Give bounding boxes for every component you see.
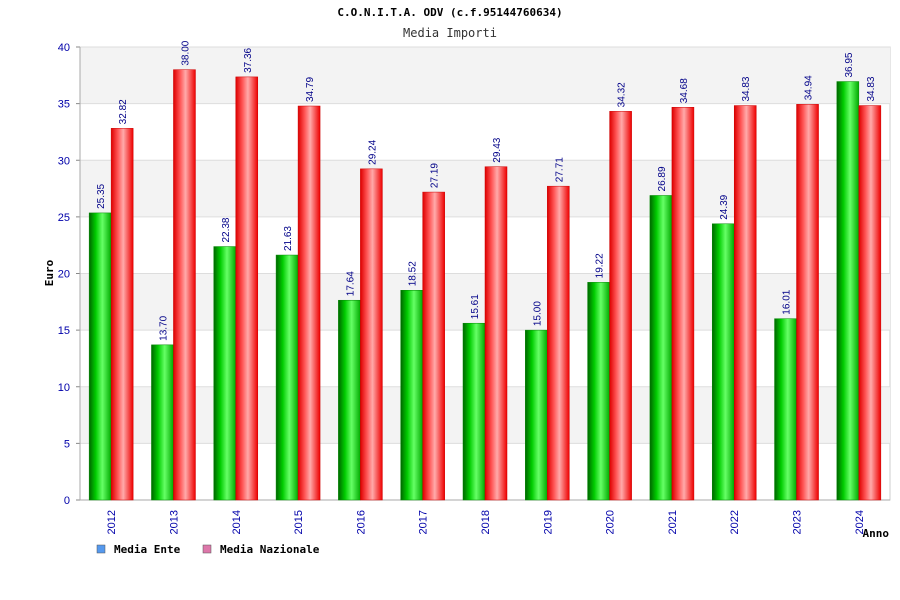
- data-label-media-ente-2019: 15.00: [532, 301, 543, 326]
- bar-media-nazionale-2022: [733, 105, 757, 501]
- x-axis-label: Anno: [863, 527, 890, 540]
- data-label-media-nazionale-2021: 34.68: [679, 78, 690, 103]
- x-tick-label-2016: 2016: [355, 510, 367, 534]
- bar-media-nazionale-2024: [858, 105, 882, 501]
- data-label-media-nazionale-2018: 29.43: [492, 137, 503, 162]
- data-label-media-ente-2014: 22.38: [221, 217, 232, 242]
- data-label-media-ente-2023: 16.01: [782, 289, 793, 314]
- data-label-media-nazionale-2019: 27.71: [554, 157, 565, 182]
- data-label-media-nazionale-2017: 27.19: [430, 163, 441, 188]
- data-label-media-ente-2016: 17.64: [345, 271, 356, 296]
- x-tick-label-2017: 2017: [418, 510, 430, 534]
- x-tick-label-2013: 2013: [168, 510, 180, 534]
- y-tick-label: 25: [58, 212, 70, 224]
- data-label-media-ente-2012: 25.35: [96, 183, 107, 208]
- data-label-media-ente-2021: 26.89: [657, 166, 668, 191]
- bar-media-nazionale-2021: [671, 106, 695, 501]
- data-label-media-ente-2018: 15.61: [470, 294, 481, 319]
- y-tick-label: 0: [64, 495, 70, 507]
- data-labels: 25.35 32.82 13.70 38.00 22.38 37.36 21.63 34.79…: [96, 40, 877, 341]
- data-label-media-ente-2022: 24.39: [719, 194, 730, 219]
- y-tick-label: 35: [58, 99, 70, 111]
- x-tick-label-2014: 2014: [231, 510, 243, 534]
- bar-media-nazionale-2018: [484, 166, 508, 501]
- bar-media-ente-2013: [151, 344, 174, 501]
- data-label-media-ente-2024: 36.95: [844, 52, 855, 77]
- data-label-media-nazionale-2020: 34.32: [617, 82, 628, 107]
- legend-swatch-media-nazionale: [202, 544, 212, 554]
- bar-media-nazionale-2019: [547, 185, 570, 501]
- data-label-media-nazionale-2013: 38.00: [180, 40, 191, 65]
- x-tick-label-2015: 2015: [293, 510, 305, 534]
- bar-media-ente-2021: [649, 195, 673, 501]
- x-tick-label-2018: 2018: [480, 510, 492, 534]
- chart-title: C.O.N.I.T.A. ODV (c.f.95144760634): [337, 6, 562, 19]
- data-label-media-nazionale-2014: 37.36: [243, 47, 254, 72]
- legend-swatch-media-ente: [96, 544, 106, 554]
- bar-media-nazionale-2015: [297, 105, 321, 501]
- y-tick-label: 30: [58, 155, 70, 167]
- bar-media-nazionale-2023: [796, 104, 819, 501]
- bar-media-nazionale-2012: [110, 128, 134, 501]
- data-label-media-ente-2017: 18.52: [408, 261, 419, 286]
- data-label-media-nazionale-2023: 34.94: [804, 75, 815, 100]
- bar-media-ente-2024: [836, 81, 860, 501]
- data-label-media-ente-2015: 21.63: [283, 226, 294, 251]
- y-tick-label: 20: [58, 269, 70, 281]
- bar-media-ente-2017: [400, 290, 423, 501]
- bar-media-ente-2015: [275, 254, 299, 501]
- y-tick-label: 5: [64, 438, 70, 450]
- bar-media-ente-2023: [774, 318, 797, 501]
- bar-media-ente-2020: [587, 282, 610, 501]
- x-axis-ticks: 2012 2013 2014 2015 2016 2017 2018 2019 2020 2021…: [106, 510, 866, 534]
- x-tick-label-2024: 2024: [854, 510, 866, 534]
- data-label-media-ente-2020: 19.22: [595, 253, 606, 278]
- y-tick-label: 40: [58, 42, 70, 54]
- data-label-media-nazionale-2022: 34.83: [741, 76, 752, 101]
- bars: [88, 69, 882, 501]
- y-tick-label: 15: [58, 325, 70, 337]
- legend-label-media-nazionale: Media Nazionale: [220, 543, 320, 556]
- bar-media-nazionale-2020: [609, 111, 632, 501]
- data-label-media-nazionale-2024: 34.83: [866, 76, 877, 101]
- x-tick-label-2012: 2012: [106, 510, 118, 534]
- bar-media-ente-2022: [711, 223, 735, 501]
- data-label-media-nazionale-2016: 29.24: [367, 139, 378, 164]
- bar-media-nazionale-2014: [235, 76, 259, 501]
- bar-media-ente-2018: [462, 322, 486, 501]
- data-label-media-ente-2013: 13.70: [158, 315, 169, 340]
- x-tick-label-2020: 2020: [605, 510, 617, 534]
- bar-media-nazionale-2016: [360, 168, 383, 501]
- legend-label-media-ente: Media Ente: [114, 543, 181, 556]
- y-axis-label: Euro: [43, 259, 56, 286]
- bar-media-nazionale-2013: [173, 69, 196, 501]
- plot-band: [80, 47, 890, 104]
- data-label-media-nazionale-2015: 34.79: [305, 77, 316, 102]
- data-label-media-nazionale-2012: 32.82: [118, 99, 129, 124]
- y-tick-label: 10: [58, 382, 70, 394]
- x-tick-label-2021: 2021: [667, 510, 679, 534]
- x-tick-label-2023: 2023: [792, 510, 804, 534]
- legend: Media Ente Media Nazionale: [96, 543, 320, 556]
- bar-media-ente-2019: [525, 329, 548, 501]
- chart-subtitle: Media Importi: [403, 26, 497, 40]
- bar-media-nazionale-2017: [422, 191, 445, 501]
- bar-media-ente-2016: [338, 299, 361, 501]
- bar-media-ente-2014: [213, 246, 237, 501]
- x-tick-label-2019: 2019: [542, 510, 554, 534]
- x-tick-label-2022: 2022: [729, 510, 741, 534]
- bar-media-ente-2012: [88, 212, 112, 501]
